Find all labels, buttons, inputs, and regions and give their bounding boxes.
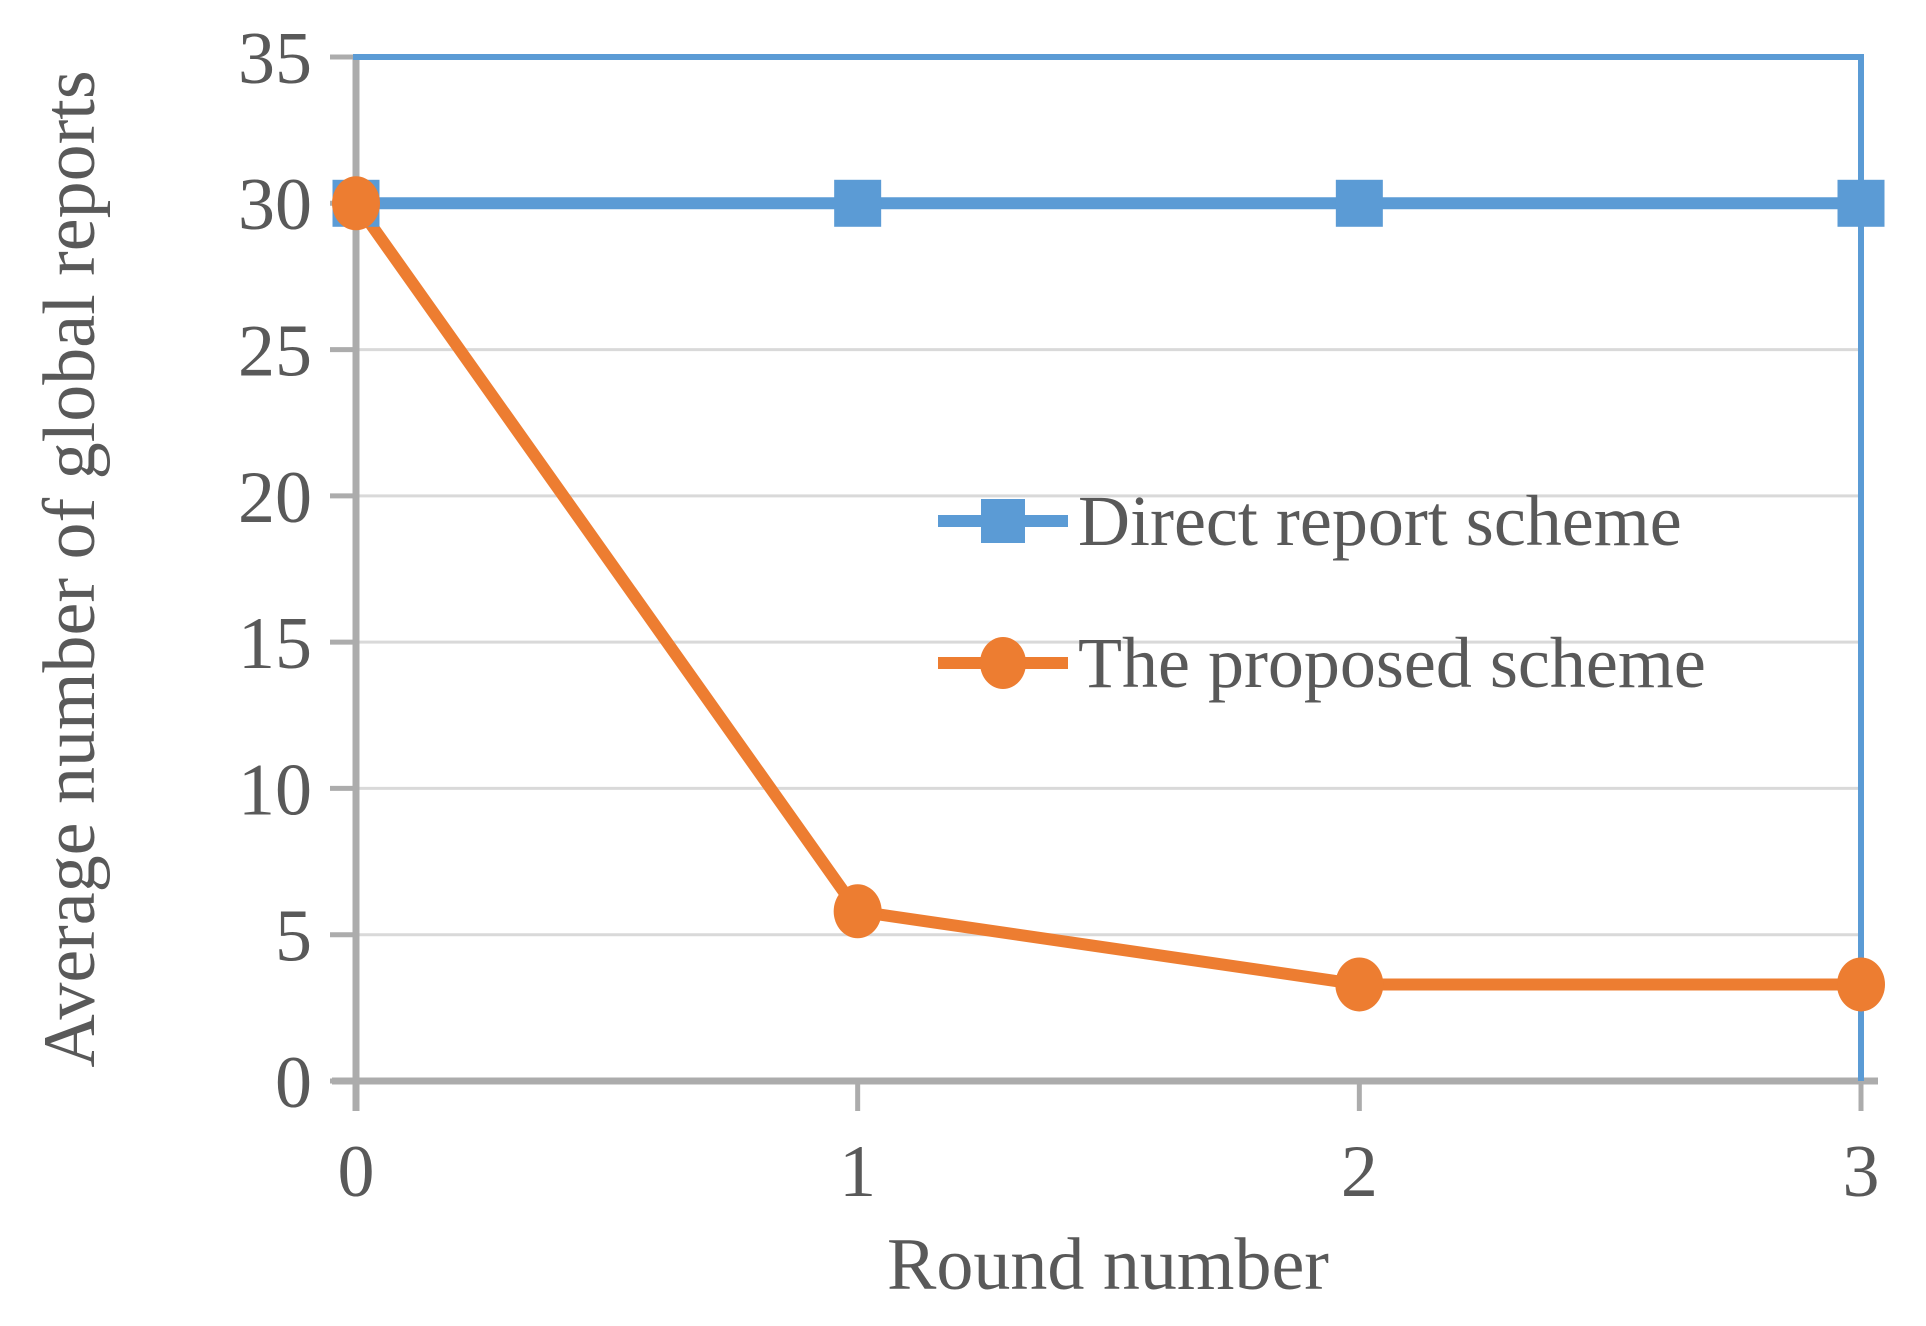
legend-marker-circle-icon [938, 637, 1068, 689]
svg-text:20: 20 [238, 457, 312, 539]
legend-label: Direct report scheme [1078, 481, 1682, 561]
svg-text:15: 15 [238, 603, 312, 685]
x-axis-title: Round number [887, 1224, 1329, 1306]
svg-text:10: 10 [238, 749, 312, 831]
svg-text:5: 5 [275, 896, 312, 978]
svg-text:0: 0 [338, 1131, 375, 1213]
legend-marker-square-icon [938, 499, 1068, 543]
svg-text:2: 2 [1341, 1131, 1378, 1213]
svg-text:30: 30 [238, 164, 312, 246]
svg-text:25: 25 [238, 310, 312, 392]
legend-item-proposed-scheme: The proposed scheme [936, 627, 1706, 699]
legend-item-direct-report-scheme: Direct report scheme [936, 485, 1682, 557]
legend-label: The proposed scheme [1078, 623, 1706, 703]
y-axis-title: Average number of global reports [29, 70, 111, 1068]
svg-text:3: 3 [1843, 1131, 1880, 1213]
svg-text:35: 35 [238, 18, 312, 100]
svg-text:1: 1 [839, 1131, 876, 1213]
svg-text:0: 0 [275, 1042, 312, 1124]
